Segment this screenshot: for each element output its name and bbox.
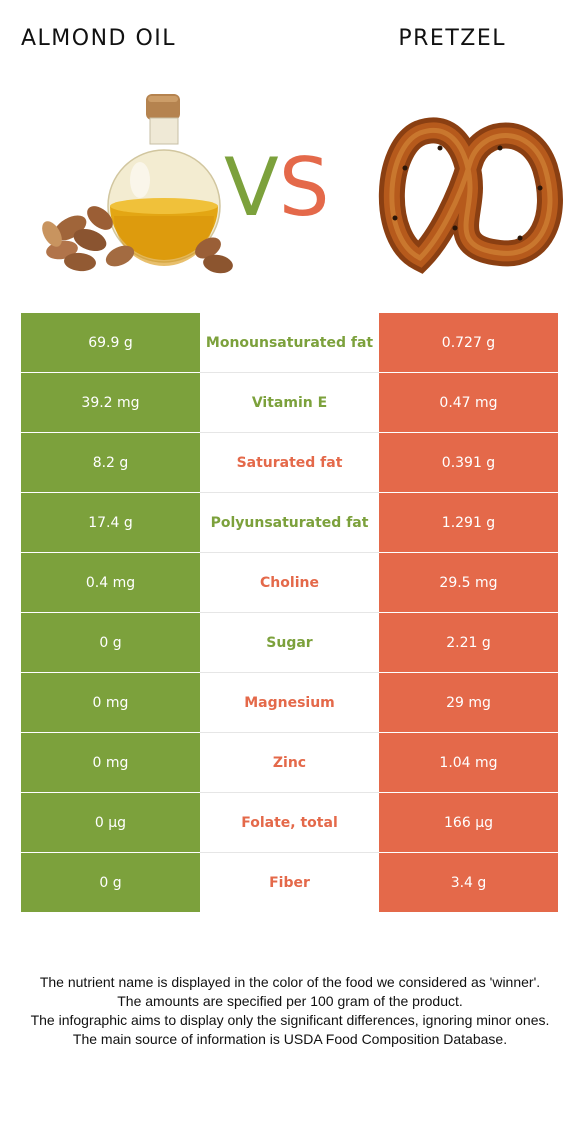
left-value: 8.2 g xyxy=(21,433,200,493)
footer-line: The infographic aims to display only the… xyxy=(30,1012,550,1028)
right-value: 29 mg xyxy=(379,673,558,733)
nutrient-name: Magnesium xyxy=(200,673,379,733)
comparison-table: 69.9 g Monounsaturated fat 0.727 g 39.2 mg V… xyxy=(21,313,558,913)
footer-notes: The nutrient name is displayed in the co… xyxy=(16,973,564,1049)
right-value: 0.727 g xyxy=(379,313,558,373)
left-food-title: ALMOND OIL xyxy=(21,26,177,51)
table-row: 0 mg Zinc 1.04 mg xyxy=(21,733,558,793)
nutrient-name: Polyunsaturated fat xyxy=(200,493,379,553)
pretzel-image xyxy=(378,117,563,274)
footer-line: The nutrient name is displayed in the co… xyxy=(39,974,541,990)
table-row: 0 µg Folate, total 166 µg xyxy=(21,793,558,853)
left-value: 0 µg xyxy=(21,793,200,853)
right-value: 1.291 g xyxy=(379,493,558,553)
left-value: 0 mg xyxy=(21,673,200,733)
nutrient-name: Fiber xyxy=(200,853,379,913)
table-row: 69.9 g Monounsaturated fat 0.727 g xyxy=(21,313,558,373)
table-row: 0 g Sugar 2.21 g xyxy=(21,613,558,673)
left-value: 0.4 mg xyxy=(21,553,200,613)
left-value: 39.2 mg xyxy=(21,373,200,433)
table-row: 17.4 g Polyunsaturated fat 1.291 g xyxy=(21,493,558,553)
right-value: 1.04 mg xyxy=(379,733,558,793)
table-row: 0 g Fiber 3.4 g xyxy=(21,853,558,913)
right-value: 3.4 g xyxy=(379,853,558,913)
almonds-image xyxy=(42,206,233,274)
vs-label: VS xyxy=(224,138,354,238)
right-value: 0.391 g xyxy=(379,433,558,493)
table-row: 39.2 mg Vitamin E 0.47 mg xyxy=(21,373,558,433)
right-food-title: PRETZEL xyxy=(398,26,506,51)
vs-s-letter: S xyxy=(278,141,330,234)
nutrient-name: Saturated fat xyxy=(200,433,379,493)
vs-v-letter: V xyxy=(224,141,279,234)
nutrient-name: Vitamin E xyxy=(200,373,379,433)
right-value: 2.21 g xyxy=(379,613,558,673)
left-value: 0 mg xyxy=(21,733,200,793)
left-value: 17.4 g xyxy=(21,493,200,553)
footer-line: The main source of information is USDA F… xyxy=(72,1031,508,1047)
left-value: 0 g xyxy=(21,613,200,673)
nutrient-name: Monounsaturated fat xyxy=(200,313,379,373)
table-row: 0.4 mg Choline 29.5 mg xyxy=(21,553,558,613)
nutrient-name: Zinc xyxy=(200,733,379,793)
nutrient-name: Choline xyxy=(200,553,379,613)
table-row: 0 mg Magnesium 29 mg xyxy=(21,673,558,733)
nutrient-name: Folate, total xyxy=(200,793,379,853)
right-value: 0.47 mg xyxy=(379,373,558,433)
nutrient-name: Sugar xyxy=(200,613,379,673)
right-value: 29.5 mg xyxy=(379,553,558,613)
almond-oil-bottle-image xyxy=(107,94,221,266)
hero-illustrations xyxy=(42,94,563,274)
left-value: 69.9 g xyxy=(21,313,200,373)
left-value: 0 g xyxy=(21,853,200,913)
right-value: 166 µg xyxy=(379,793,558,853)
table-row: 8.2 g Saturated fat 0.391 g xyxy=(21,433,558,493)
footer-line: The amounts are specified per 100 gram o… xyxy=(117,993,463,1009)
